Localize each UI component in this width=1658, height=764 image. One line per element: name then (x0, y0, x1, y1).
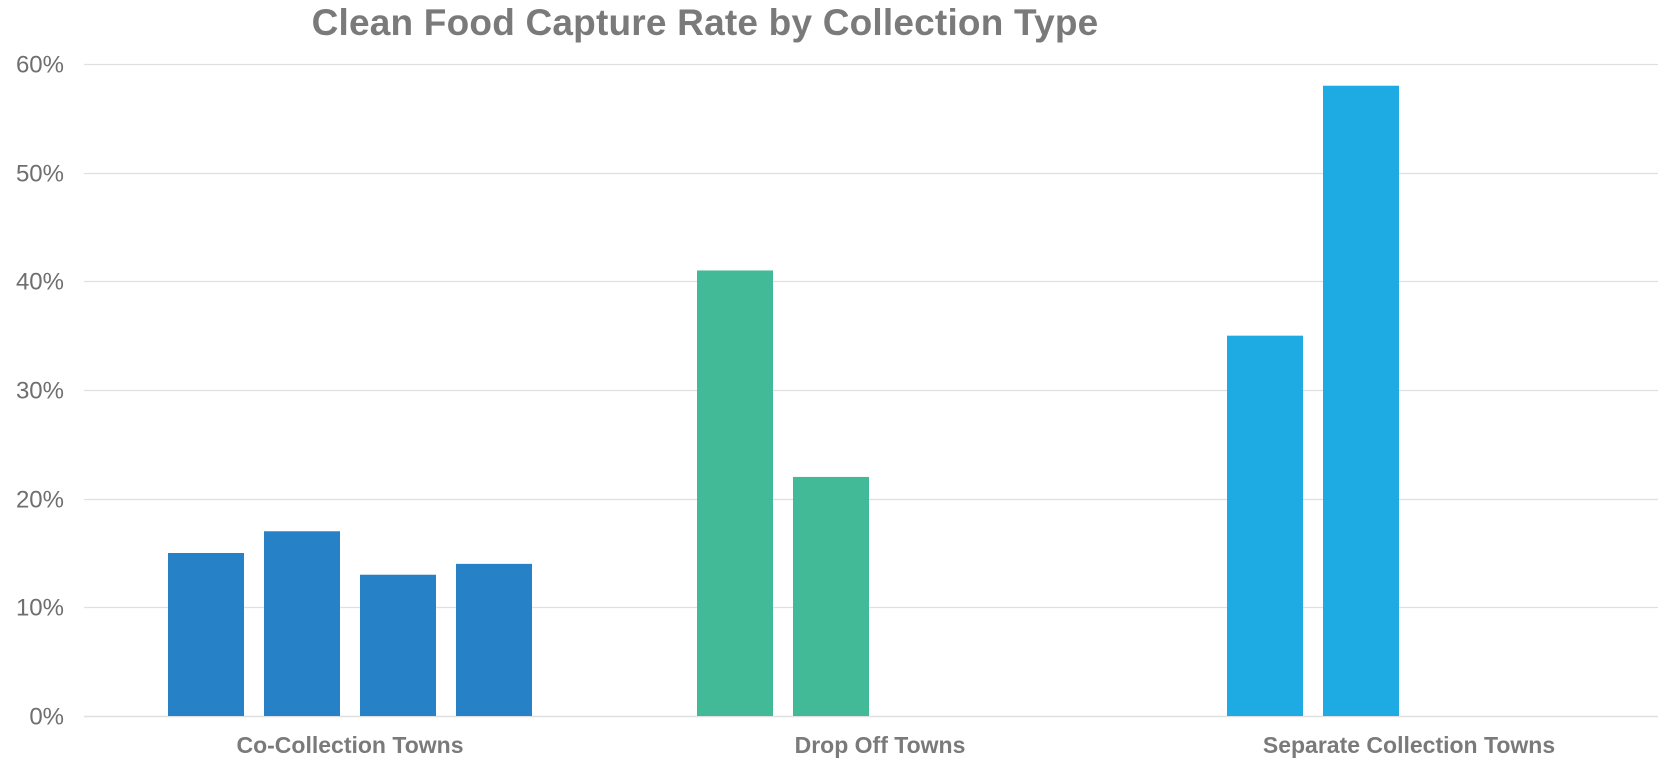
bar (793, 476, 869, 716)
x-category-label: Separate Collection Towns (1263, 732, 1555, 758)
bars (168, 85, 1399, 716)
bar (456, 563, 532, 716)
bar (697, 270, 773, 716)
gridlines (84, 63, 1658, 718)
y-tick-label: 40% (16, 269, 64, 296)
y-tick-label: 20% (16, 487, 64, 514)
x-category-label: Drop Off Towns (795, 732, 966, 758)
y-tick-label: 30% (16, 378, 64, 405)
chart-title: Clean Food Capture Rate by Collection Ty… (311, 2, 1099, 43)
bar (168, 553, 244, 716)
y-tick-label: 0% (29, 704, 64, 731)
x-category-label: Co-Collection Towns (236, 732, 463, 758)
bar (1227, 335, 1303, 716)
y-axis-ticks: 0% 10% 20% 30% 40% 50% 60% (16, 52, 64, 731)
y-tick-label: 60% (16, 52, 64, 79)
y-tick-label: 50% (16, 161, 64, 188)
x-axis-category-labels: Co-Collection Towns Drop Off Towns Separat… (236, 732, 1555, 758)
bar (1323, 85, 1399, 716)
y-tick-label: 10% (16, 595, 64, 622)
bar (264, 531, 340, 716)
bar (360, 574, 436, 716)
